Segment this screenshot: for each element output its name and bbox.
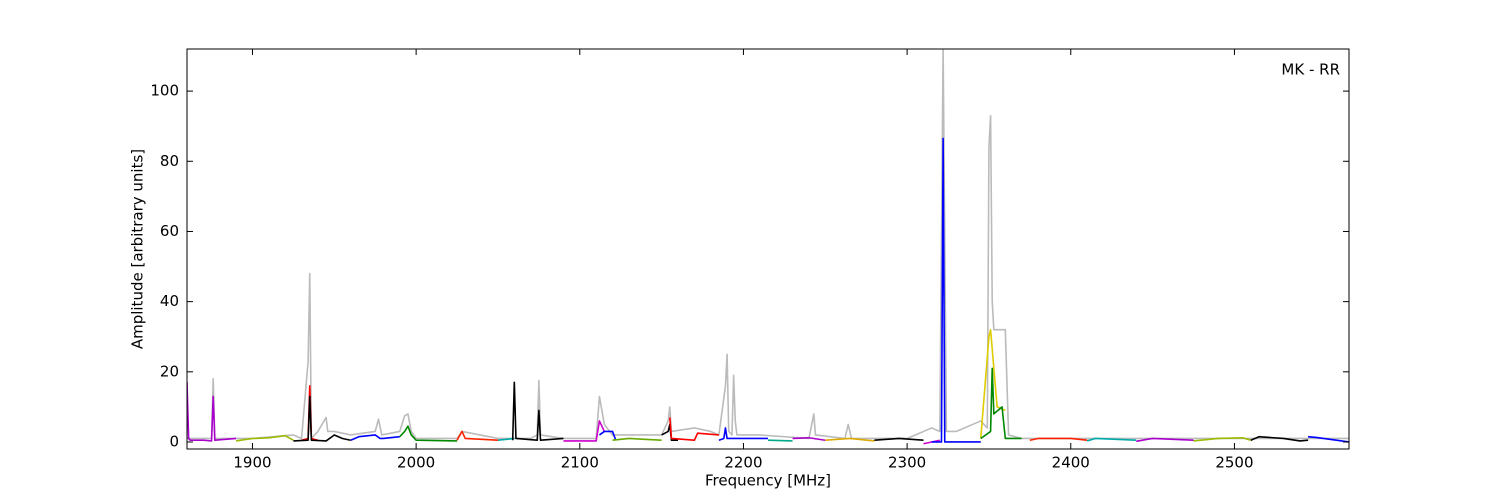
spectrum-line: [612, 437, 662, 442]
spectrum-line: [825, 437, 875, 442]
spectrum-line: [931, 137, 981, 443]
spectrum-line: [563, 420, 606, 442]
spectrum-line: [1193, 436, 1252, 442]
plot-area: [187, 49, 1349, 445]
y-tick-label: 20: [160, 362, 179, 380]
x-tick-label: 2500: [1215, 454, 1253, 472]
x-tick-label: 2300: [888, 454, 926, 472]
spectrum-line: [792, 436, 826, 442]
spectrum-line: [1308, 435, 1349, 443]
spectrum-line: [874, 437, 924, 442]
spectrum-line: [1086, 437, 1137, 442]
spectrum-line: [511, 381, 564, 442]
y-tick-label: 100: [150, 82, 179, 100]
x-tick-label: 2100: [561, 454, 599, 472]
spectrum-line: [350, 434, 400, 441]
axes-frame: [186, 48, 1350, 450]
spectrum-line: [980, 367, 1022, 440]
x-tick-label: 2400: [1052, 454, 1090, 472]
y-axis-label: Amplitude [arbitrary units]: [129, 149, 147, 349]
y-tick-label: 0: [169, 432, 179, 450]
y-tick-label: 80: [160, 152, 179, 170]
spectrum-line: [497, 437, 515, 442]
x-tick-label: 1900: [233, 454, 271, 472]
spectrum-line: [301, 385, 319, 442]
spectrum-line: [598, 430, 617, 441]
x-tick-label: 2000: [397, 454, 435, 472]
x-axis-label: Frequency [MHz]: [705, 472, 831, 490]
spectrum-line: [767, 439, 793, 442]
spectrum-line: [669, 417, 719, 442]
y-tick-label: 40: [160, 292, 179, 310]
spectrum-line: [293, 395, 351, 442]
spectrum-line: [1250, 435, 1309, 442]
annotation: MK - RR: [1281, 61, 1340, 79]
spectrum-line: [1029, 437, 1088, 442]
spectrum-line: [456, 430, 499, 442]
spectrum-line: [235, 434, 294, 442]
spectrum-line: [718, 427, 768, 441]
spectrum-line: [1136, 437, 1194, 443]
spectrum-line: [187, 49, 1349, 440]
spectrum-line: [399, 425, 458, 442]
x-tick-label: 2200: [724, 454, 762, 472]
spectrum-line: [187, 382, 237, 442]
y-tick-label: 60: [160, 222, 179, 240]
